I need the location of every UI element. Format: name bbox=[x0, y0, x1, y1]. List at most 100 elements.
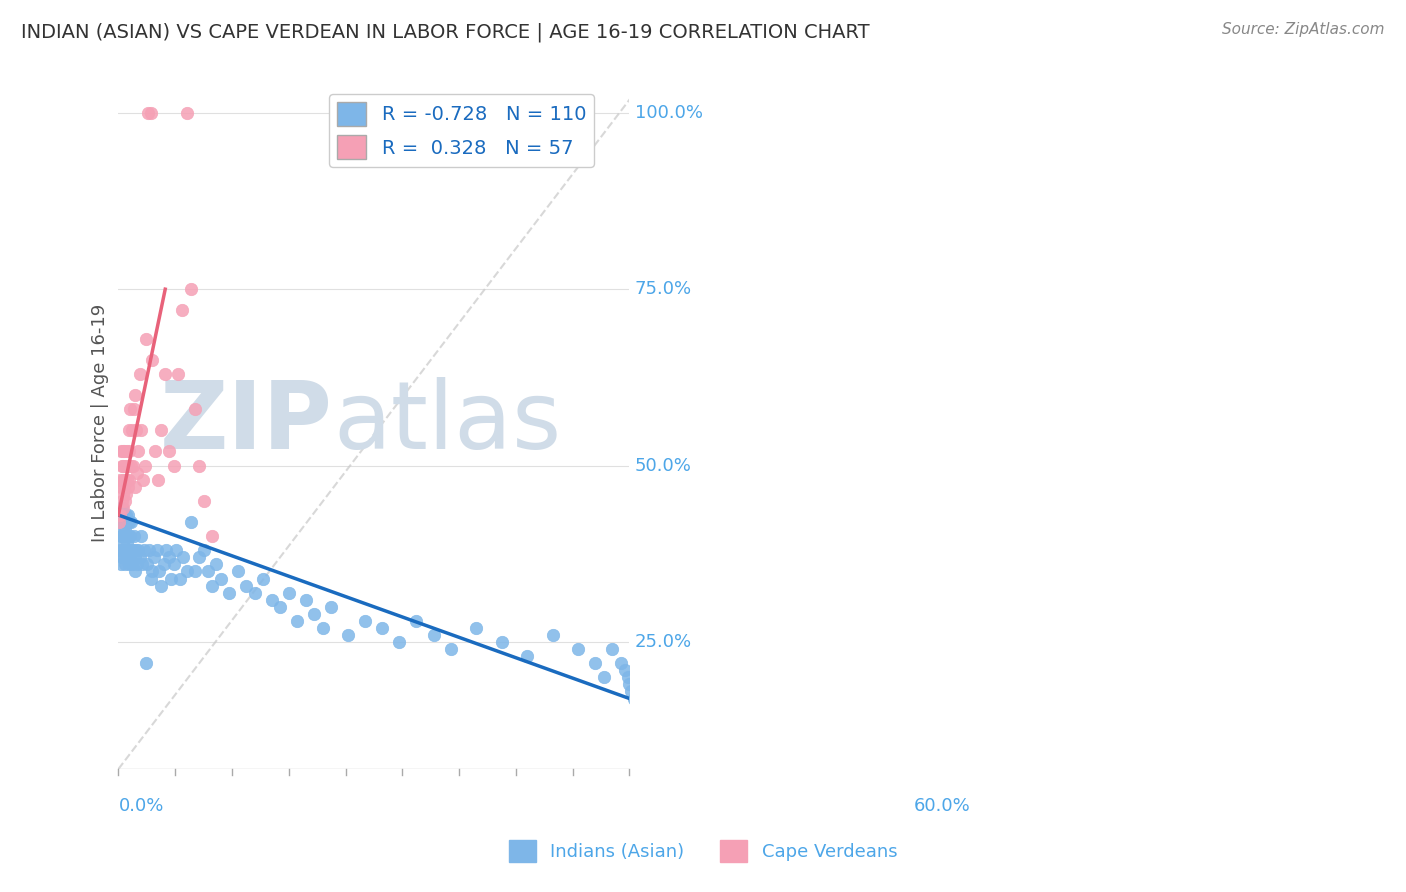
Point bbox=[125, 423, 148, 437]
Point bbox=[111, 500, 134, 515]
Point bbox=[108, 508, 131, 522]
Point bbox=[167, 367, 190, 381]
Point bbox=[122, 529, 145, 543]
Point bbox=[121, 458, 143, 473]
Point bbox=[117, 529, 139, 543]
Point bbox=[131, 558, 153, 572]
Point bbox=[145, 543, 167, 558]
Text: 0.0%: 0.0% bbox=[118, 797, 163, 814]
Point bbox=[422, 628, 444, 642]
Legend: Indians (Asian), Cape Verdeans: Indians (Asian), Cape Verdeans bbox=[502, 833, 904, 870]
Point bbox=[180, 515, 202, 529]
Point bbox=[117, 543, 139, 558]
Point bbox=[124, 480, 146, 494]
Point bbox=[141, 565, 163, 579]
Point bbox=[252, 572, 274, 586]
Point bbox=[112, 487, 135, 501]
Point bbox=[269, 599, 291, 614]
Point bbox=[127, 444, 149, 458]
Point bbox=[592, 670, 614, 684]
Point bbox=[129, 529, 152, 543]
Point bbox=[111, 494, 134, 508]
Point bbox=[117, 473, 139, 487]
Point bbox=[337, 628, 360, 642]
Point bbox=[165, 543, 187, 558]
Point bbox=[184, 565, 207, 579]
Point bbox=[108, 515, 131, 529]
Point bbox=[614, 663, 637, 677]
Point bbox=[132, 543, 155, 558]
Point bbox=[110, 480, 132, 494]
Point bbox=[567, 642, 589, 657]
Point bbox=[117, 558, 139, 572]
Point bbox=[354, 614, 377, 628]
Point bbox=[176, 565, 198, 579]
Point bbox=[112, 529, 135, 543]
Point bbox=[120, 543, 142, 558]
Point bbox=[159, 444, 181, 458]
Point bbox=[260, 592, 283, 607]
Point bbox=[132, 473, 155, 487]
Point bbox=[143, 444, 166, 458]
Point bbox=[243, 585, 266, 599]
Point bbox=[124, 388, 146, 402]
Point bbox=[124, 565, 146, 579]
Point bbox=[180, 282, 202, 296]
Point bbox=[141, 352, 163, 367]
Point bbox=[112, 529, 135, 543]
Point bbox=[131, 423, 153, 437]
Point bbox=[285, 614, 308, 628]
Point bbox=[122, 402, 145, 417]
Point bbox=[155, 367, 177, 381]
Point bbox=[235, 578, 257, 592]
Point bbox=[120, 458, 142, 473]
Point bbox=[188, 550, 211, 565]
Legend: R = -0.728   N = 110, R =  0.328   N = 57: R = -0.728 N = 110, R = 0.328 N = 57 bbox=[329, 94, 595, 167]
Point bbox=[193, 543, 215, 558]
Point bbox=[112, 444, 135, 458]
Point bbox=[172, 550, 194, 565]
Point bbox=[143, 550, 166, 565]
Point bbox=[115, 529, 138, 543]
Point bbox=[112, 480, 135, 494]
Point bbox=[619, 677, 641, 691]
Point bbox=[127, 543, 149, 558]
Point bbox=[583, 657, 606, 671]
Point bbox=[136, 558, 159, 572]
Point bbox=[114, 558, 136, 572]
Point bbox=[620, 684, 643, 698]
Point bbox=[541, 628, 564, 642]
Point bbox=[121, 558, 143, 572]
Text: In Labor Force | Age 16-19: In Labor Force | Age 16-19 bbox=[91, 304, 110, 542]
Point bbox=[146, 473, 169, 487]
Point bbox=[120, 515, 142, 529]
Point bbox=[118, 515, 141, 529]
Point bbox=[108, 543, 131, 558]
Point bbox=[371, 621, 394, 635]
Point bbox=[169, 572, 191, 586]
Point bbox=[115, 444, 138, 458]
Text: 25.0%: 25.0% bbox=[634, 633, 692, 651]
Point bbox=[128, 367, 150, 381]
Point bbox=[117, 458, 139, 473]
Point bbox=[115, 508, 138, 522]
Point bbox=[110, 444, 132, 458]
Text: ZIP: ZIP bbox=[160, 377, 333, 469]
Point bbox=[491, 635, 513, 649]
Point bbox=[157, 550, 180, 565]
Point bbox=[117, 529, 139, 543]
Point bbox=[114, 473, 136, 487]
Point bbox=[388, 635, 411, 649]
Point bbox=[115, 550, 138, 565]
Point bbox=[439, 642, 461, 657]
Point bbox=[312, 621, 335, 635]
Point bbox=[226, 565, 249, 579]
Point bbox=[465, 621, 488, 635]
Point bbox=[152, 558, 174, 572]
Point bbox=[115, 515, 138, 529]
Point bbox=[111, 500, 134, 515]
Point bbox=[209, 572, 232, 586]
Point bbox=[108, 500, 131, 515]
Point bbox=[108, 473, 131, 487]
Point bbox=[134, 458, 156, 473]
